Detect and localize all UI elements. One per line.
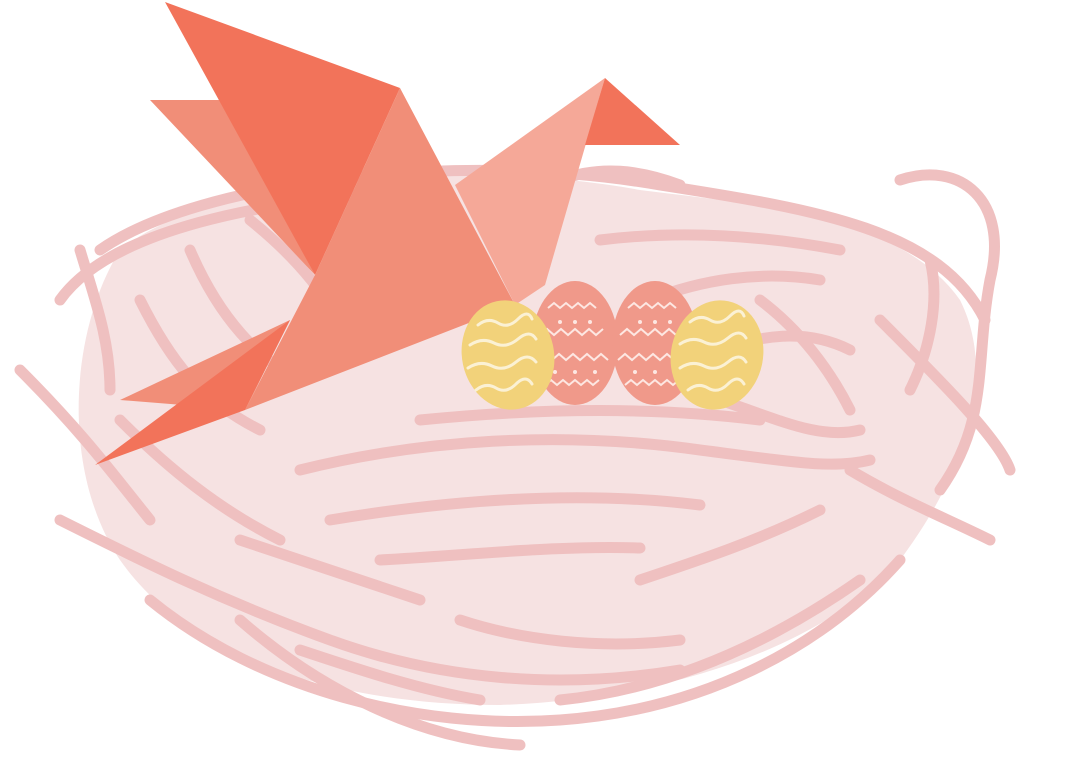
nest-strands bbox=[14, 164, 1016, 751]
bird-head bbox=[585, 78, 680, 145]
easter-eggs bbox=[461, 281, 764, 410]
bird-front-wing bbox=[165, 2, 400, 275]
bird-neck bbox=[455, 78, 605, 305]
egg-yellow-left bbox=[461, 300, 555, 410]
origami-bird bbox=[95, 2, 680, 465]
egg-yellow-right bbox=[670, 300, 764, 410]
egg-pink-left bbox=[532, 281, 618, 405]
bird-back-wing bbox=[150, 100, 315, 275]
bird-body bbox=[245, 88, 515, 410]
bird-tail-lower bbox=[95, 320, 290, 465]
